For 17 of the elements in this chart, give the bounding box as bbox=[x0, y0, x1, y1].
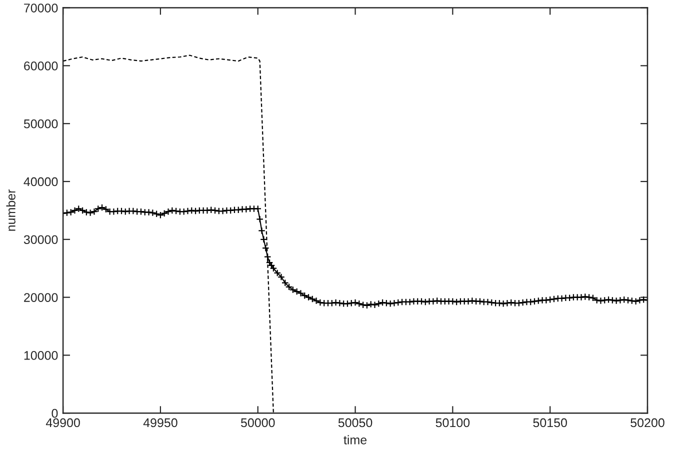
x-tick-label: 50100 bbox=[436, 418, 470, 428]
y-tick-label: 50000 bbox=[24, 119, 58, 128]
y-tick-label: 10000 bbox=[24, 351, 58, 360]
y-tick-label: 40000 bbox=[24, 177, 58, 186]
x-tick-label: 50200 bbox=[630, 418, 664, 428]
y-tick-label: 60000 bbox=[24, 61, 58, 70]
y-tick-label: 0 bbox=[52, 408, 58, 418]
x-tick-label: 50000 bbox=[240, 418, 275, 428]
y-tick-label: 30000 bbox=[24, 235, 58, 244]
x-tick-label: 50150 bbox=[533, 418, 567, 428]
x-axis-title: time bbox=[344, 435, 367, 444]
x-tick-label: 49900 bbox=[46, 418, 80, 428]
x-tick-label: 49950 bbox=[143, 418, 178, 428]
y-tick-label: 70000 bbox=[24, 4, 58, 12]
y-tick-label: 20000 bbox=[24, 293, 58, 302]
y-axis-title: number bbox=[6, 189, 16, 231]
x-tick-label: 50050 bbox=[338, 418, 372, 428]
